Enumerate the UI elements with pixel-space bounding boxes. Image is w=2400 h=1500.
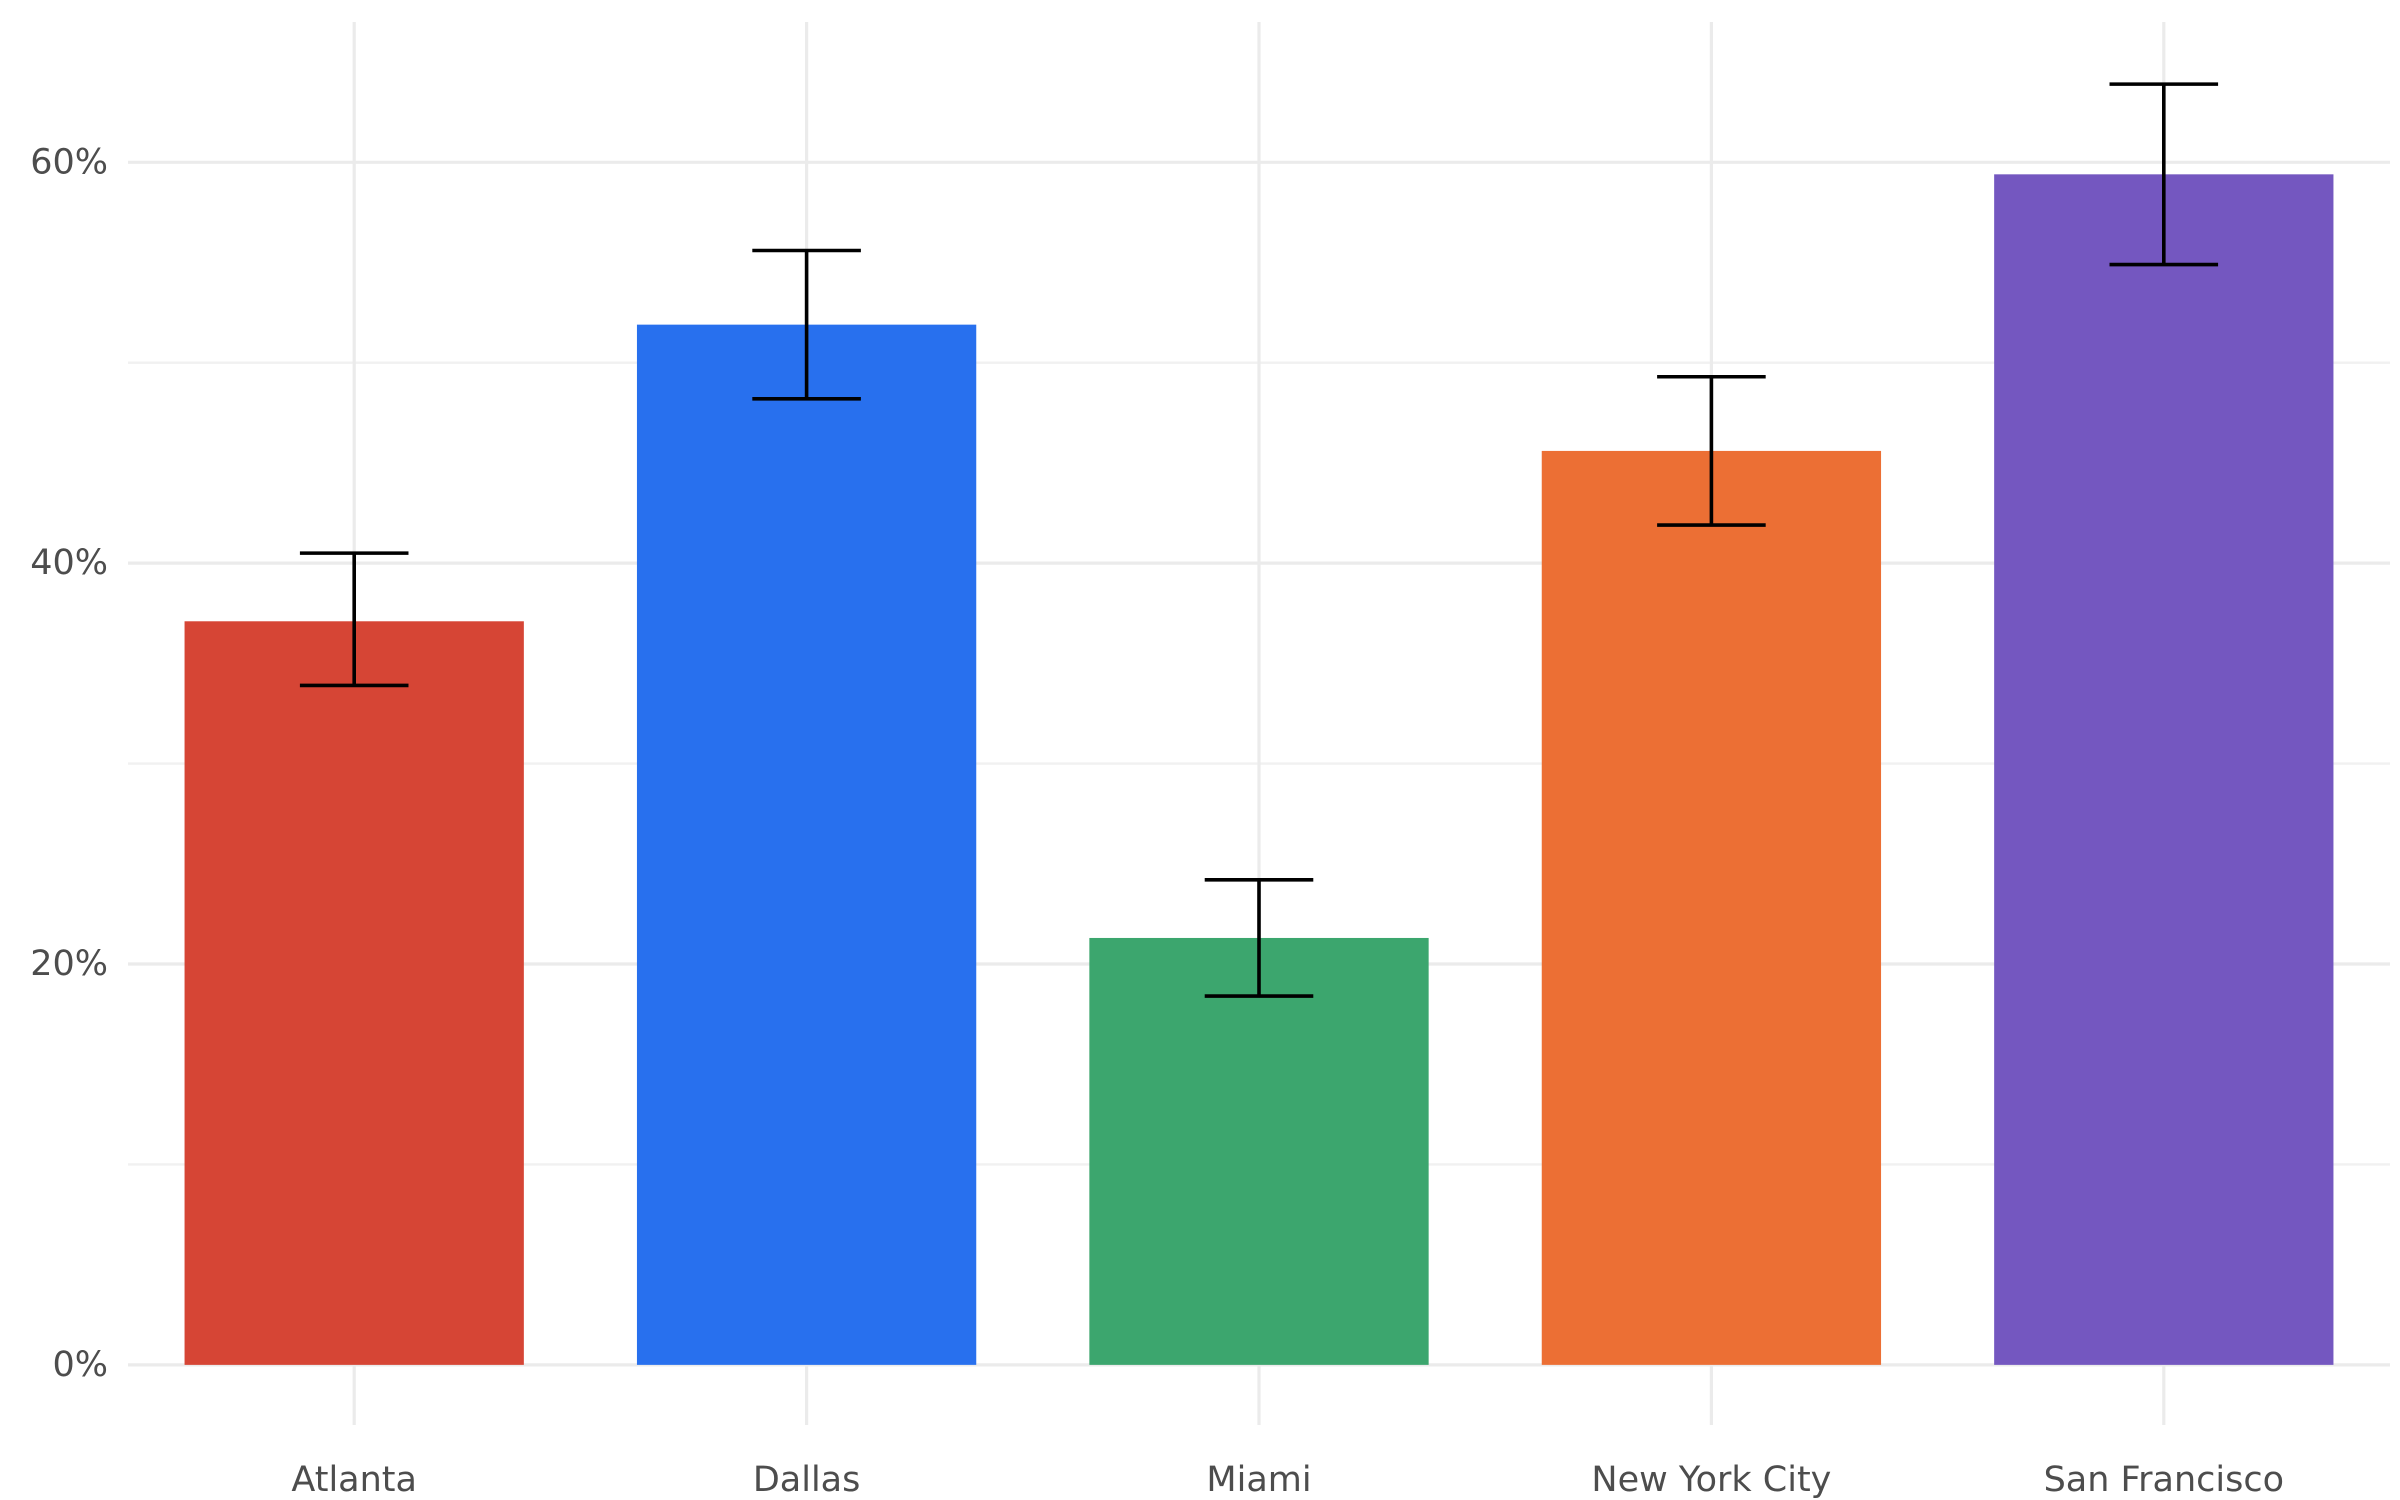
error-bar-san-francisco <box>2109 82 2219 267</box>
y-tick-label: 40% <box>30 543 108 583</box>
y-tick-label: 60% <box>30 142 108 182</box>
error-bars-layer <box>299 82 2219 998</box>
bar-san-francisco <box>1994 174 2334 1365</box>
x-tick-label: New York City <box>1591 1460 1831 1500</box>
error-bar-atlanta <box>299 551 409 688</box>
y-tick-label: 0% <box>52 1345 108 1385</box>
bar-atlanta <box>184 621 524 1365</box>
error-bar-new-york-city <box>1657 374 1766 527</box>
bar-dallas <box>636 324 977 1365</box>
error-bar-dallas <box>752 248 861 401</box>
bar-miami <box>1089 937 1429 1365</box>
error-bar-miami <box>1204 878 1314 998</box>
y-axis: 0% 20% 40% 60% <box>30 142 108 1385</box>
x-tick-label: Atlanta <box>291 1460 417 1500</box>
x-axis: Atlanta Dallas Miami New York City San Franc… <box>291 1460 2284 1500</box>
y-tick-label: 20% <box>30 944 108 984</box>
bars-layer <box>184 174 2334 1365</box>
x-tick-label: Miami <box>1206 1460 1311 1500</box>
bar-new-york-city <box>1541 450 1882 1365</box>
x-tick-label: San Francisco <box>2044 1460 2284 1500</box>
x-tick-label: Dallas <box>753 1460 861 1500</box>
